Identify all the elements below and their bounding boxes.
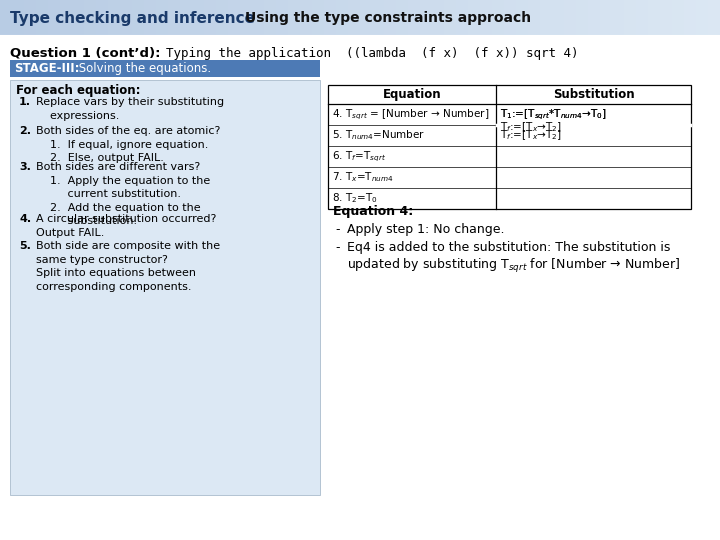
- Text: STAGE-III:: STAGE-III:: [14, 62, 79, 75]
- Bar: [84, 0, 97, 35]
- Bar: [660, 0, 673, 35]
- Bar: [540, 0, 553, 35]
- Text: Question 1 (cont’d):: Question 1 (cont’d):: [10, 46, 161, 59]
- Bar: [480, 0, 493, 35]
- Bar: [36, 0, 49, 35]
- Text: T$_f$:=[T$_x$→T$_2$]: T$_f$:=[T$_x$→T$_2$]: [500, 120, 562, 134]
- Text: 4.: 4.: [19, 214, 31, 224]
- Bar: [120, 0, 133, 35]
- Bar: [144, 0, 157, 35]
- Bar: [48, 0, 61, 35]
- Bar: [648, 0, 661, 35]
- Bar: [624, 0, 637, 35]
- Text: -: -: [335, 223, 340, 236]
- Bar: [300, 0, 313, 35]
- Bar: [108, 0, 121, 35]
- Text: Using the type constraints approach: Using the type constraints approach: [245, 11, 531, 25]
- Bar: [672, 0, 685, 35]
- Bar: [12, 0, 25, 35]
- Text: For each equation:: For each equation:: [16, 84, 140, 97]
- Text: Eq4 is added to the substitution: The substitution is: Eq4 is added to the substitution: The su…: [347, 241, 670, 254]
- Bar: [10, 60, 320, 77]
- Bar: [264, 0, 277, 35]
- Bar: [420, 0, 433, 35]
- Text: Typing the application  ((lambda  (f x)  (f x)) sqrt 4): Typing the application ((lambda (f x) (f…: [151, 46, 578, 59]
- Bar: [636, 0, 649, 35]
- Bar: [0, 0, 13, 35]
- Bar: [10, 80, 320, 495]
- Bar: [504, 0, 517, 35]
- Bar: [552, 0, 565, 35]
- Text: A circular substitution occurred?
Output FAIL.: A circular substitution occurred? Output…: [36, 214, 217, 238]
- Bar: [432, 0, 445, 35]
- Bar: [96, 0, 109, 35]
- Text: Both sides of the eq. are atomic?
    1.  If equal, ignore equation.
    2.  Els: Both sides of the eq. are atomic? 1. If …: [36, 126, 220, 163]
- Text: Substitution: Substitution: [553, 88, 634, 101]
- Text: Replace vars by their substituting
    expressions.: Replace vars by their substituting expre…: [36, 97, 224, 120]
- Text: 3.: 3.: [19, 162, 31, 172]
- Bar: [564, 0, 577, 35]
- Text: 5. T$_{num4}$=Number: 5. T$_{num4}$=Number: [332, 129, 426, 143]
- Bar: [348, 0, 361, 35]
- Bar: [360, 0, 373, 35]
- Bar: [588, 0, 601, 35]
- Bar: [444, 0, 457, 35]
- Bar: [276, 0, 289, 35]
- Bar: [192, 0, 205, 35]
- Text: 2.: 2.: [19, 126, 31, 136]
- Bar: [24, 0, 37, 35]
- Text: 8. T$_2$=T$_0$: 8. T$_2$=T$_0$: [332, 192, 378, 205]
- Text: Apply step 1: No change.: Apply step 1: No change.: [347, 223, 505, 236]
- Bar: [384, 0, 397, 35]
- Bar: [396, 0, 409, 35]
- Bar: [240, 0, 253, 35]
- Bar: [684, 0, 697, 35]
- Text: 5.: 5.: [19, 241, 31, 251]
- Text: -: -: [335, 241, 340, 254]
- Text: T$_f$:=[T$_x$→T$_2$]: T$_f$:=[T$_x$→T$_2$]: [500, 129, 562, 143]
- Text: updated by substituting T$_{sqrt}$ for [Number → Number]: updated by substituting T$_{sqrt}$ for […: [347, 257, 680, 275]
- Bar: [576, 0, 589, 35]
- Bar: [72, 0, 85, 35]
- Bar: [468, 0, 481, 35]
- Bar: [528, 0, 541, 35]
- Text: 4. T$_{sqrt}$ = [Number → Number]: 4. T$_{sqrt}$ = [Number → Number]: [332, 107, 490, 122]
- Text: T$_1$:=[T$_{sqrt}$*T$_{num4}$→T$_0$]: T$_1$:=[T$_{sqrt}$*T$_{num4}$→T$_0$]: [500, 108, 607, 123]
- Bar: [708, 0, 720, 35]
- Text: 1.: 1.: [19, 97, 31, 107]
- Bar: [336, 0, 349, 35]
- Bar: [408, 0, 421, 35]
- Bar: [612, 0, 625, 35]
- Text: Equation: Equation: [383, 88, 441, 101]
- Text: T$_1$:=[T$_{sqrt}$*T$_{num4}$→T$_0$]: T$_1$:=[T$_{sqrt}$*T$_{num4}$→T$_0$]: [500, 107, 607, 122]
- Text: Equation 4:: Equation 4:: [333, 205, 413, 218]
- Bar: [696, 0, 709, 35]
- Bar: [288, 0, 301, 35]
- Bar: [372, 0, 385, 35]
- Text: Type checking and inference: Type checking and inference: [10, 10, 255, 25]
- Bar: [324, 0, 337, 35]
- Text: 7. T$_x$=T$_{num4}$: 7. T$_x$=T$_{num4}$: [332, 171, 394, 184]
- Bar: [228, 0, 241, 35]
- Bar: [456, 0, 469, 35]
- Bar: [252, 0, 265, 35]
- Bar: [156, 0, 169, 35]
- Text: 6. T$_f$=T$_{sqrt}$: 6. T$_f$=T$_{sqrt}$: [332, 149, 386, 164]
- Bar: [600, 0, 613, 35]
- Bar: [216, 0, 229, 35]
- Bar: [328, 85, 691, 209]
- Bar: [168, 0, 181, 35]
- Text: Solving the equations.: Solving the equations.: [75, 62, 211, 75]
- Bar: [132, 0, 145, 35]
- Bar: [312, 0, 325, 35]
- Bar: [180, 0, 193, 35]
- Text: Both sides are different vars?
    1.  Apply the equation to the
         curren: Both sides are different vars? 1. Apply …: [36, 162, 210, 226]
- Bar: [492, 0, 505, 35]
- Bar: [60, 0, 73, 35]
- Bar: [204, 0, 217, 35]
- Bar: [516, 0, 529, 35]
- Text: Both side are composite with the
same type constructor?
Split into equations bet: Both side are composite with the same ty…: [36, 241, 220, 292]
